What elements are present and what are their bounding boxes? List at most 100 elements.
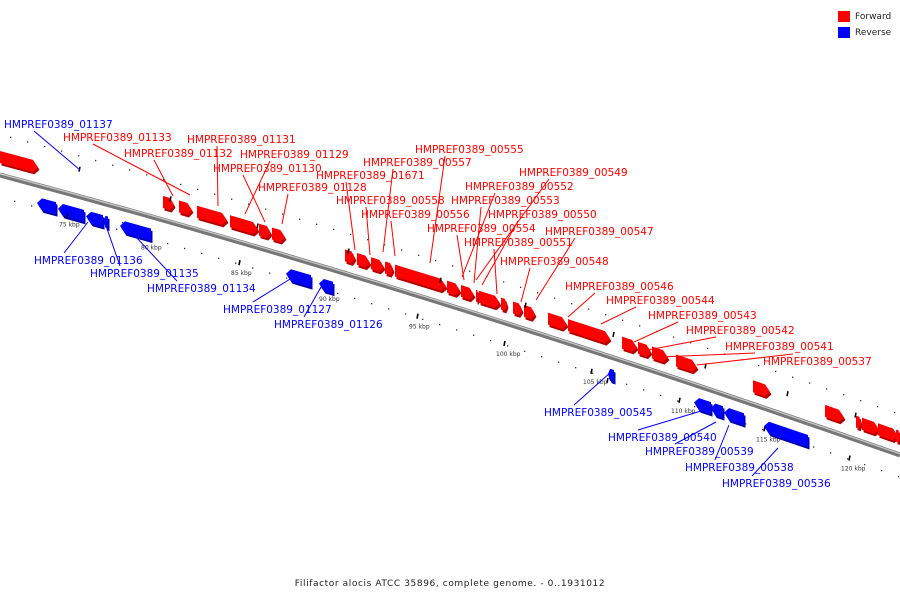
gene-label: HMPREF0389_00540: [608, 432, 717, 444]
forward-gene-arrow: [230, 215, 258, 234]
gene-leader-line: [659, 352, 756, 358]
gene-label: HMPREF0389_00556: [361, 209, 470, 221]
minor-tick-dot: [354, 297, 356, 300]
minor-tick-dot: [401, 249, 403, 251]
gene-leader-line: [567, 292, 596, 318]
minor-tick-dot: [286, 277, 288, 279]
forward-gene-arrow: [163, 195, 174, 211]
minor-tick-dot: [847, 458, 849, 460]
gene-label: HMPREF0389_00552: [465, 181, 574, 193]
minor-tick-dot: [558, 361, 560, 363]
minor-tick-dot: [469, 270, 471, 272]
gene-label: HMPREF0389_01132: [124, 148, 233, 160]
forward-gene-arrow: [447, 280, 460, 296]
gene-label: HMPREF0389_00536: [722, 478, 831, 490]
gene-leader-line: [242, 174, 266, 223]
gene-label: HMPREF0389_01130: [213, 163, 322, 175]
reverse-gene-arrow: [711, 403, 723, 419]
gene-label: HMPREF0389_01129: [240, 149, 349, 161]
gene-label: HMPREF0389_01136: [34, 255, 143, 267]
backbone-line: [0, 172, 900, 458]
gene-leader-line: [481, 220, 519, 286]
minor-tick-dot: [252, 267, 254, 269]
gene-marker: [439, 277, 442, 283]
forward-gene-arrow: [622, 336, 637, 352]
gene-leader-line: [244, 160, 271, 215]
forward-gene-arrow: [197, 205, 227, 225]
minor-tick-dot: [163, 178, 165, 181]
minor-tick-dot: [605, 314, 607, 316]
minor-tick-dot: [231, 198, 233, 200]
gene-label: HMPREF0389_00542: [686, 325, 795, 337]
forward-gene-arrow: [753, 380, 770, 397]
scale-tick: [678, 397, 681, 403]
minor-tick-dot: [881, 469, 883, 472]
forward-gene-arrow: [0, 151, 38, 172]
scale-tick: [503, 340, 506, 347]
gene-marker: [786, 391, 789, 397]
gene-label: HMPREF0389_00548: [500, 256, 609, 268]
minor-tick-dot: [61, 150, 63, 152]
forward-gene-arrow: [676, 354, 697, 372]
scale-label: 80 kbp: [141, 244, 162, 251]
gene-label: HMPREF0389_00550: [488, 209, 597, 221]
scale-label: 75 kbp: [59, 221, 80, 228]
forward-gene-arrow: [385, 261, 393, 276]
minor-tick-dot: [592, 372, 594, 374]
minor-tick-dot: [809, 382, 811, 384]
reverse-gene-arrow: [724, 408, 744, 426]
minor-tick-dot: [571, 303, 573, 305]
forward-gene-arrow: [259, 223, 271, 239]
gene-leader-line: [475, 178, 550, 281]
gene-leader-line: [600, 306, 637, 325]
minor-tick-dot: [435, 259, 437, 262]
minor-tick-dot: [10, 136, 12, 138]
scale-label: 85 kbp: [231, 270, 252, 277]
gene-label: HMPREF0389_01134: [147, 283, 256, 295]
minor-tick-dot: [745, 423, 747, 425]
gene-label: HMPREF0389_00554: [427, 223, 536, 235]
scale-label: 105 kbp: [583, 379, 608, 386]
minor-tick-dot: [775, 370, 777, 373]
gene-marker: [347, 248, 350, 254]
minor-tick-dot: [707, 347, 709, 350]
gene-leader-line: [63, 221, 89, 254]
gene-leader-line: [216, 145, 219, 207]
minor-tick-dot: [690, 342, 692, 344]
reverse-gene-arrow: [120, 221, 151, 241]
minor-tick-dot: [214, 193, 216, 195]
minor-tick-dot: [490, 339, 492, 342]
minor-tick-dot: [524, 350, 526, 352]
minor-tick-dot: [371, 303, 373, 305]
minor-tick-dot: [282, 213, 284, 215]
gene-label: HMPREF0389_00553: [451, 195, 560, 207]
minor-tick-dot: [44, 145, 46, 148]
forward-gene-arrow: [568, 319, 610, 344]
gene-label: HMPREF0389_01135: [90, 268, 199, 280]
gene-label: HMPREF0389_01127: [223, 304, 332, 316]
minor-tick-dot: [384, 244, 386, 246]
minor-tick-dot: [299, 218, 301, 220]
gene-marker: [256, 223, 259, 229]
minor-tick-dot: [14, 200, 16, 202]
gene-marker: [524, 302, 527, 308]
gene-label: HMPREF0389_00541: [725, 341, 834, 353]
gene-leader-line: [696, 353, 794, 366]
minor-tick-dot: [201, 252, 203, 255]
minor-tick-dot: [452, 265, 454, 267]
minor-tick-dot: [860, 400, 862, 402]
minor-tick-dot: [337, 292, 339, 295]
minor-tick-dot: [95, 159, 97, 162]
gene-marker: [169, 196, 172, 202]
minor-tick-dot: [31, 205, 33, 207]
gene-label: HMPREF0389_00549: [519, 167, 628, 179]
gene-label: HMPREF0389_00546: [565, 281, 674, 293]
gene-label: HMPREF0389_00558: [336, 195, 445, 207]
scale-label: 95 kbp: [409, 324, 430, 331]
reverse-gene-arrow: [319, 279, 333, 294]
reverse-gene-arrow: [104, 215, 108, 229]
gene-leader-line: [456, 234, 465, 281]
minor-tick-dot: [864, 464, 866, 466]
reverse-gene-arrow: [86, 211, 103, 228]
